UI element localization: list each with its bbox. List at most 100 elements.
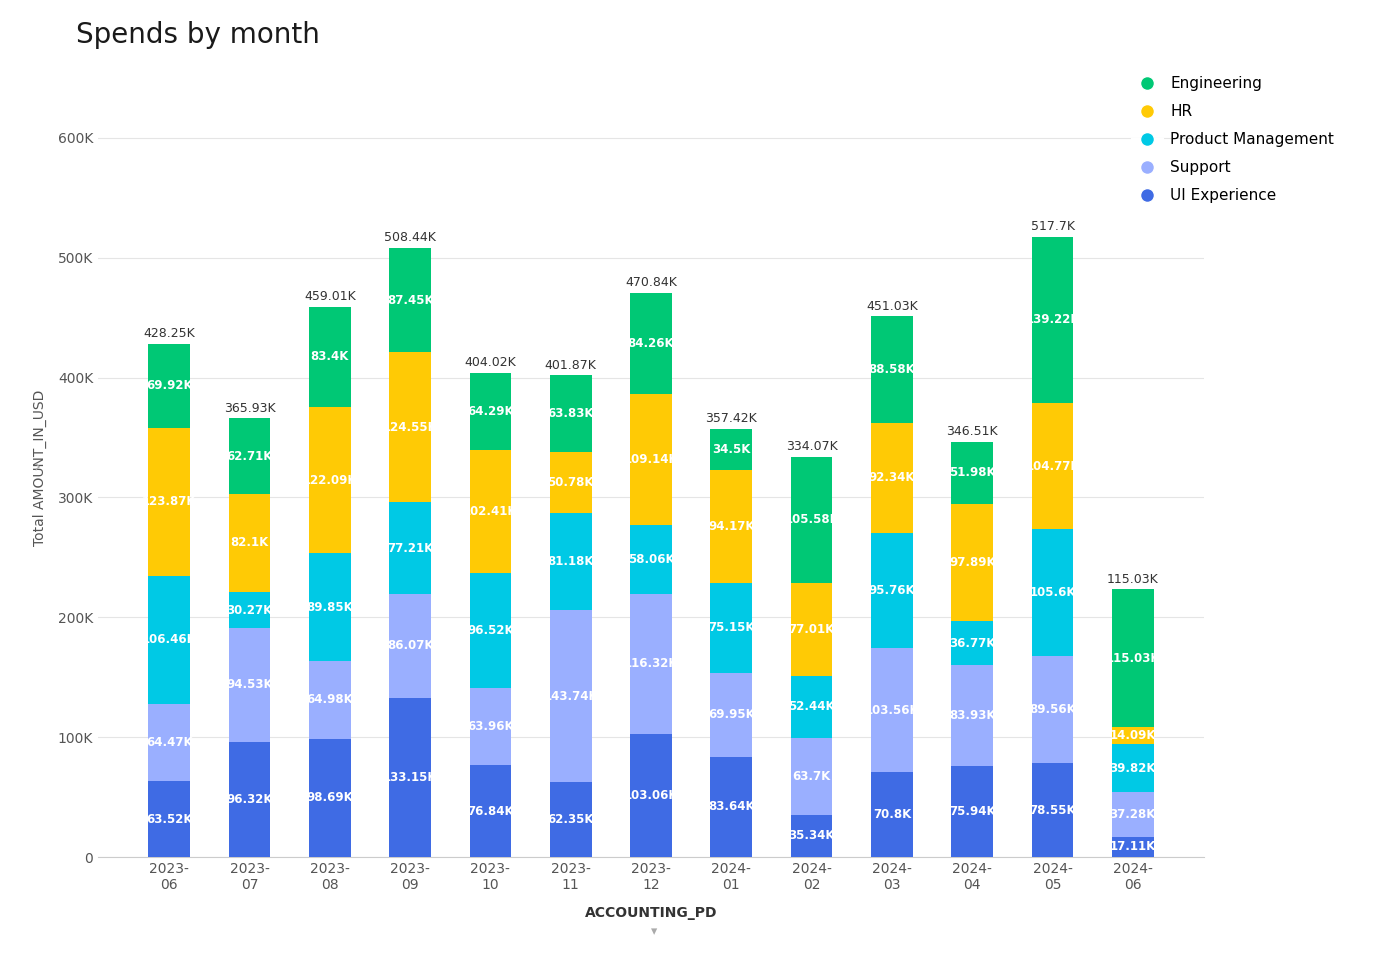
X-axis label: ACCOUNTING_PD: ACCOUNTING_PD: [585, 906, 717, 920]
Bar: [952, 767, 993, 857]
Bar: [871, 534, 913, 648]
Text: 115.03K: 115.03K: [1106, 652, 1161, 665]
Text: 109.14K: 109.14K: [623, 453, 679, 466]
Text: 63.96K: 63.96K: [468, 720, 514, 733]
Bar: [389, 502, 431, 594]
Text: 334.07K: 334.07K: [785, 440, 837, 453]
Bar: [710, 757, 752, 857]
Text: 105.58K: 105.58K: [784, 513, 839, 526]
Bar: [309, 307, 350, 407]
Text: 58.06K: 58.06K: [627, 553, 675, 566]
Text: 87.45K: 87.45K: [386, 293, 434, 307]
Bar: [952, 621, 993, 665]
Text: 83.4K: 83.4K: [311, 351, 349, 363]
Bar: [389, 247, 431, 353]
Bar: [952, 505, 993, 621]
Bar: [1112, 744, 1154, 792]
Text: 75.94K: 75.94K: [949, 805, 995, 818]
Text: 63.7K: 63.7K: [792, 770, 830, 783]
Text: 52.44K: 52.44K: [788, 700, 834, 714]
Text: 96.52K: 96.52K: [468, 624, 514, 637]
Text: 88.58K: 88.58K: [868, 363, 916, 376]
Text: 78.55K: 78.55K: [1029, 804, 1075, 816]
Text: 470.84K: 470.84K: [624, 276, 678, 289]
Text: 428.25K: 428.25K: [143, 327, 195, 340]
Bar: [630, 393, 672, 525]
Bar: [710, 470, 752, 582]
Text: 404.02K: 404.02K: [465, 356, 517, 369]
Bar: [228, 592, 270, 628]
Bar: [1112, 837, 1154, 857]
Bar: [791, 676, 833, 738]
Text: 39.82K: 39.82K: [1110, 762, 1156, 774]
Bar: [148, 781, 190, 857]
Legend: Engineering, HR, Product Management, Support, UI Experience: Engineering, HR, Product Management, Sup…: [1126, 70, 1340, 209]
Text: 357.42K: 357.42K: [706, 412, 757, 425]
Text: 104.77K: 104.77K: [1025, 460, 1079, 472]
Text: 83.64K: 83.64K: [708, 801, 755, 813]
Bar: [1032, 529, 1074, 656]
Text: 77.01K: 77.01K: [788, 622, 834, 636]
Text: 51.98K: 51.98K: [949, 467, 995, 479]
Text: ▾: ▾: [651, 924, 657, 938]
Bar: [228, 741, 270, 857]
Text: 81.18K: 81.18K: [547, 555, 594, 568]
Text: 64.98K: 64.98K: [307, 693, 353, 706]
Bar: [791, 583, 833, 676]
Text: 346.51K: 346.51K: [946, 425, 998, 438]
Bar: [469, 765, 511, 857]
Text: 133.15K: 133.15K: [382, 770, 437, 784]
Text: 98.69K: 98.69K: [307, 792, 353, 805]
Text: 103.06K: 103.06K: [624, 789, 678, 802]
Bar: [309, 407, 350, 553]
Text: 63.52K: 63.52K: [146, 812, 192, 826]
Bar: [550, 610, 592, 782]
Text: 122.09K: 122.09K: [302, 473, 357, 487]
Text: ›: ›: [34, 459, 41, 476]
Bar: [469, 373, 511, 450]
Bar: [1032, 237, 1074, 403]
Bar: [710, 582, 752, 673]
Text: 115.03K: 115.03K: [1107, 573, 1159, 585]
Text: 94.53K: 94.53K: [227, 679, 273, 692]
Text: 17.11K: 17.11K: [1110, 841, 1156, 853]
Text: 83.93K: 83.93K: [949, 709, 995, 723]
Bar: [550, 782, 592, 857]
Text: 92.34K: 92.34K: [868, 471, 916, 484]
Text: 76.84K: 76.84K: [468, 805, 514, 817]
Bar: [389, 697, 431, 857]
Y-axis label: Total AMOUNT_IN_USD: Total AMOUNT_IN_USD: [32, 390, 46, 545]
Bar: [1032, 656, 1074, 763]
Bar: [309, 661, 350, 739]
Text: 97.89K: 97.89K: [949, 556, 995, 569]
Bar: [791, 815, 833, 857]
Bar: [1032, 763, 1074, 857]
Text: 64.29K: 64.29K: [468, 405, 514, 418]
Text: 365.93K: 365.93K: [224, 402, 276, 415]
Text: 116.32K: 116.32K: [624, 657, 678, 670]
Text: 35.34K: 35.34K: [788, 830, 834, 843]
Text: 69.95K: 69.95K: [708, 708, 755, 722]
Bar: [1032, 403, 1074, 529]
Bar: [871, 317, 913, 423]
Bar: [309, 553, 350, 661]
Bar: [1112, 728, 1154, 744]
Text: 95.76K: 95.76K: [868, 584, 916, 597]
Text: 105.6K: 105.6K: [1029, 585, 1075, 599]
Text: 30.27K: 30.27K: [227, 604, 273, 617]
Bar: [710, 429, 752, 470]
Text: 14.09K: 14.09K: [1110, 730, 1156, 742]
Text: 75.15K: 75.15K: [708, 621, 755, 634]
Bar: [952, 665, 993, 767]
Bar: [871, 648, 913, 772]
Text: 451.03K: 451.03K: [867, 300, 918, 313]
Bar: [469, 573, 511, 689]
Bar: [630, 594, 672, 733]
Text: 401.87K: 401.87K: [545, 358, 596, 372]
Bar: [871, 772, 913, 857]
Text: 139.22K: 139.22K: [1025, 314, 1079, 326]
Bar: [791, 738, 833, 815]
Bar: [148, 703, 190, 781]
Bar: [791, 457, 833, 583]
Bar: [148, 428, 190, 576]
